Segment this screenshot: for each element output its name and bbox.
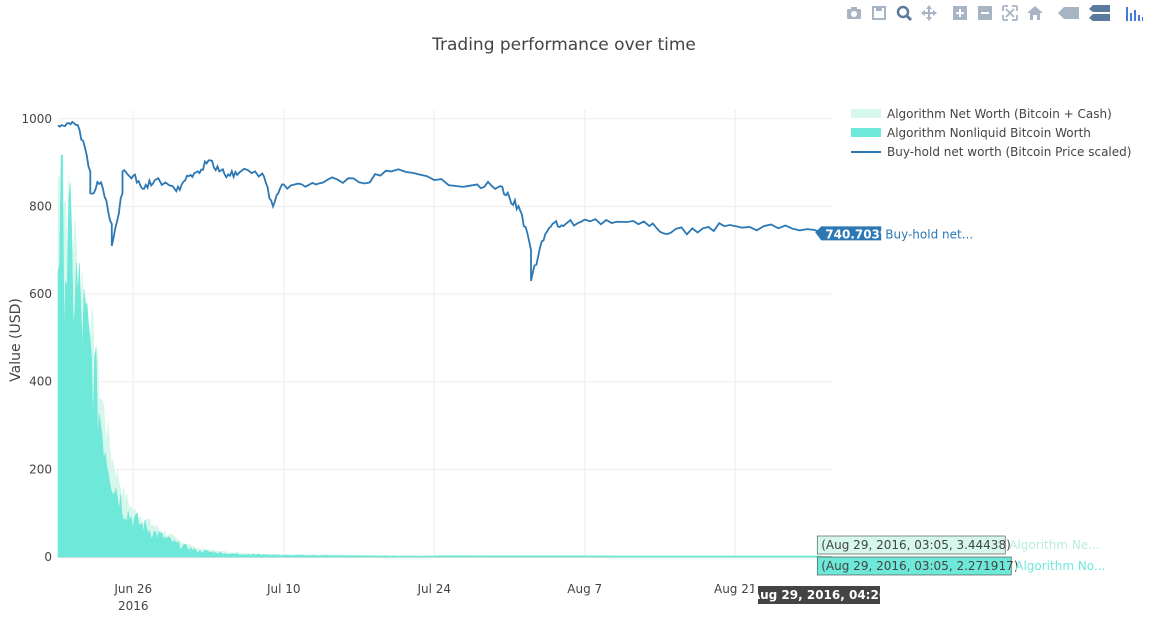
y-axis-label: Value (USD) <box>8 298 24 382</box>
hover-name: Algorithm Ne... <box>1009 538 1099 552</box>
y-tick-label: 600 <box>29 287 52 301</box>
x-tick-sublabel: 2016 <box>118 599 149 613</box>
save-icon[interactable] <box>870 4 888 22</box>
hover-x-text: Aug 29, 2016, 04:26 <box>751 588 887 602</box>
y-tick-label: 400 <box>29 375 52 389</box>
area-0 <box>57 174 822 558</box>
compare-hover-icon[interactable] <box>1088 4 1112 22</box>
hover-net-worth: (Aug 29, 2016, 03:05, 3.44438)Algorithm … <box>816 535 1100 555</box>
zoom-in-icon[interactable] <box>951 4 969 22</box>
legend[interactable]: Algorithm Net Worth (Bitcoin + Cash) Algo… <box>851 107 1131 159</box>
spike-lines-icon[interactable] <box>1057 4 1081 22</box>
y-axis: 0 200 400 600 800 1000 <box>21 112 52 564</box>
area-1 <box>57 154 822 558</box>
hover-nonliquid: (Aug 29, 2016, 03:05, 2.271917)Algorithm… <box>816 556 1105 576</box>
y-tick-label: 0 <box>44 550 52 564</box>
pan-icon[interactable] <box>920 4 938 22</box>
hover-x-label: Aug 29, 2016, 04:26 <box>751 586 887 604</box>
hover-box <box>816 535 1006 555</box>
camera-icon[interactable] <box>845 4 863 22</box>
legend-item[interactable]: Algorithm Net Worth (Bitcoin + Cash) <box>851 107 1112 121</box>
legend-swatch <box>851 128 881 137</box>
hover-x-box <box>758 586 880 604</box>
legend-label: Algorithm Net Worth (Bitcoin + Cash) <box>887 107 1112 121</box>
plotly-logo-icon[interactable] <box>1125 4 1143 22</box>
x-tick-label: Jul 24 <box>416 582 451 596</box>
hover-value: 740.7039 <box>825 227 888 241</box>
hover-value: (Aug 29, 2016, 03:05, 2.271917) <box>821 559 1018 573</box>
line-series <box>57 120 822 282</box>
y-tick-label: 1000 <box>21 112 52 126</box>
hover-value: (Aug 29, 2016, 03:05, 3.44438) <box>821 538 1011 552</box>
x-tick-label: Aug 21 <box>714 582 757 596</box>
x-tick-label: Jun 26 <box>113 582 152 596</box>
legend-item[interactable]: Buy-hold net worth (Bitcoin Price scaled… <box>851 145 1131 159</box>
hover-box <box>815 226 882 241</box>
x-tick-label: Aug 7 <box>567 582 602 596</box>
zoom-icon[interactable] <box>895 4 913 22</box>
area-series <box>57 154 822 558</box>
reset-axes-icon[interactable] <box>1026 4 1044 22</box>
chart-title: Trading performance over time <box>431 35 696 55</box>
x-tick-label: Jul 10 <box>266 582 301 596</box>
y-tick-label: 200 <box>29 462 52 476</box>
legend-item[interactable]: Algorithm Nonliquid Bitcoin Worth <box>851 126 1091 140</box>
y-tick-label: 800 <box>29 199 52 213</box>
x-axis: Jun 26 2016 Jul 10 Jul 24 Aug 7 Aug 21 <box>113 582 756 613</box>
gridlines <box>58 110 832 558</box>
autoscale-icon[interactable] <box>1001 4 1019 22</box>
legend-swatch <box>851 109 881 118</box>
legend-label: Algorithm Nonliquid Bitcoin Worth <box>887 126 1091 140</box>
hover-name: Algorithm No... <box>1015 559 1105 573</box>
legend-label: Buy-hold net worth (Bitcoin Price scaled… <box>887 145 1131 159</box>
line-buy-hold <box>57 120 822 282</box>
hover-box <box>816 556 1012 576</box>
hover-name: Buy-hold net... <box>885 227 973 241</box>
modebar <box>845 2 1150 24</box>
zoom-out-icon[interactable] <box>976 4 994 22</box>
